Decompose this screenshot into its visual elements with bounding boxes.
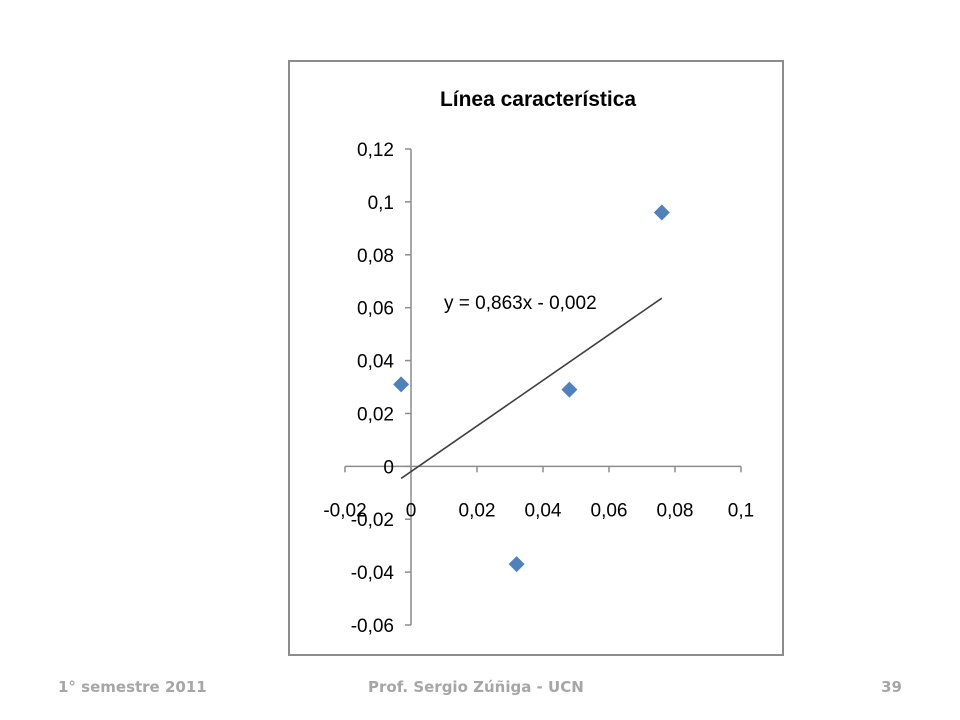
data-point-diamond (561, 381, 578, 398)
y-tick-label: 0,08 (357, 246, 394, 267)
data-points (393, 204, 670, 573)
data-point-diamond (508, 556, 525, 573)
chart-title: Línea característica (440, 88, 636, 111)
y-tick-label: 0,04 (357, 352, 394, 373)
y-tick-label: 0 (383, 457, 394, 478)
trendline-equation: y = 0,863x - 0,002 (444, 293, 597, 314)
x-tick-label: 0,1 (728, 500, 754, 521)
trendline-group: y = 0,863x - 0,002 (400, 293, 663, 480)
scatter-chart: Línea característica -0,06 -0,04 -0,02 0 0,0… (323, 88, 754, 637)
y-tick-label: -0,06 (351, 616, 394, 637)
tick-labels: -0,06 -0,04 -0,02 0 0,02 0,04 0,06 0,08 0,1 0,12 -… (323, 140, 754, 637)
y-tick-label: 0,06 (357, 299, 394, 320)
chart-frame: Línea característica -0,06 -0,04 -0,02 0 0,0… (288, 60, 784, 656)
y-tick-label: 0,1 (368, 193, 394, 214)
y-tick-label: 0,12 (357, 140, 394, 161)
data-point-diamond (653, 204, 670, 221)
page-number: 39 (881, 678, 902, 696)
footer-author: Prof. Sergio Zúñiga - UCN (368, 678, 584, 696)
x-tick-label: 0,02 (459, 500, 496, 521)
x-tick-label: 0,04 (525, 500, 562, 521)
x-tick-label: 0,08 (657, 500, 694, 521)
data-point-diamond (393, 376, 410, 393)
x-tick-label: -0,02 (323, 500, 366, 521)
x-tick-label: 0 (406, 500, 417, 521)
y-tick-label: -0,04 (351, 563, 395, 584)
trendline (400, 297, 663, 480)
y-tick-label: 0,02 (357, 404, 394, 425)
footer-semester: 1° semestre 2011 (58, 678, 207, 696)
y-tick-label: -0,02 (351, 510, 394, 531)
x-tick-label: 0,06 (591, 500, 628, 521)
